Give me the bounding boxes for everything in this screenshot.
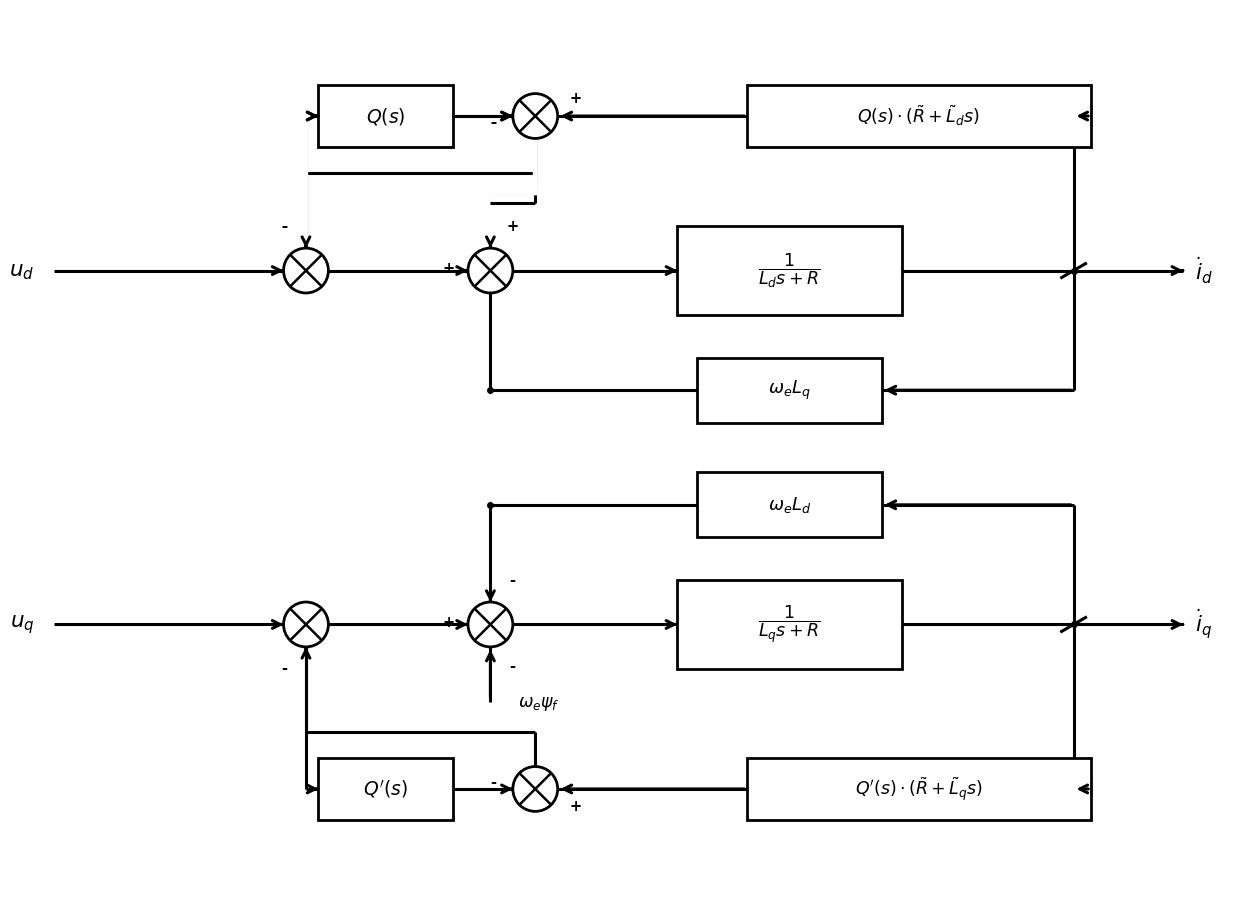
- Text: -: -: [490, 776, 496, 790]
- Circle shape: [284, 602, 329, 647]
- FancyBboxPatch shape: [748, 85, 1091, 148]
- FancyBboxPatch shape: [697, 472, 882, 537]
- Text: -: -: [281, 662, 286, 676]
- FancyBboxPatch shape: [677, 226, 901, 315]
- Text: -: -: [281, 219, 286, 234]
- Text: $\dfrac{1}{L_q s+R}$: $\dfrac{1}{L_q s+R}$: [759, 604, 821, 645]
- Text: -: -: [490, 114, 496, 130]
- Text: +: +: [443, 615, 455, 630]
- Text: $\omega_e L_q$: $\omega_e L_q$: [768, 379, 811, 401]
- Text: $Q(s)\cdot(\tilde{R}+\tilde{L}_d s)$: $Q(s)\cdot(\tilde{R}+\tilde{L}_d s)$: [858, 104, 981, 128]
- Text: $\dot{i}_d$: $\dot{i}_d$: [1195, 256, 1213, 286]
- FancyBboxPatch shape: [319, 86, 453, 147]
- Circle shape: [513, 94, 558, 139]
- Text: +: +: [569, 91, 582, 105]
- FancyBboxPatch shape: [677, 580, 901, 670]
- Circle shape: [513, 767, 558, 812]
- FancyBboxPatch shape: [748, 758, 1091, 821]
- Circle shape: [467, 602, 513, 647]
- Text: $\dot{i}_q$: $\dot{i}_q$: [1195, 608, 1213, 642]
- Text: $\omega_e \psi_f$: $\omega_e \psi_f$: [518, 695, 560, 713]
- Text: +: +: [569, 799, 582, 815]
- Text: $u_q$: $u_q$: [10, 613, 35, 636]
- Circle shape: [467, 248, 513, 293]
- Text: -: -: [510, 660, 516, 674]
- Text: $\omega_e L_d$: $\omega_e L_d$: [768, 495, 811, 515]
- Text: $u_d$: $u_d$: [9, 259, 35, 282]
- Text: $Q'(s)\cdot(\tilde{R}+\tilde{L}_q s)$: $Q'(s)\cdot(\tilde{R}+\tilde{L}_q s)$: [854, 775, 983, 803]
- Text: +: +: [506, 219, 518, 234]
- Circle shape: [284, 248, 329, 293]
- Text: +: +: [443, 261, 455, 276]
- Text: $\dfrac{1}{L_d s+R}$: $\dfrac{1}{L_d s+R}$: [759, 251, 821, 290]
- Text: -: -: [510, 572, 516, 588]
- Text: -: -: [490, 114, 496, 130]
- FancyBboxPatch shape: [319, 758, 453, 820]
- Text: $Q(s)$: $Q(s)$: [366, 105, 405, 127]
- Text: -: -: [281, 219, 286, 234]
- FancyBboxPatch shape: [697, 358, 882, 423]
- Text: $Q'(s)$: $Q'(s)$: [363, 778, 408, 800]
